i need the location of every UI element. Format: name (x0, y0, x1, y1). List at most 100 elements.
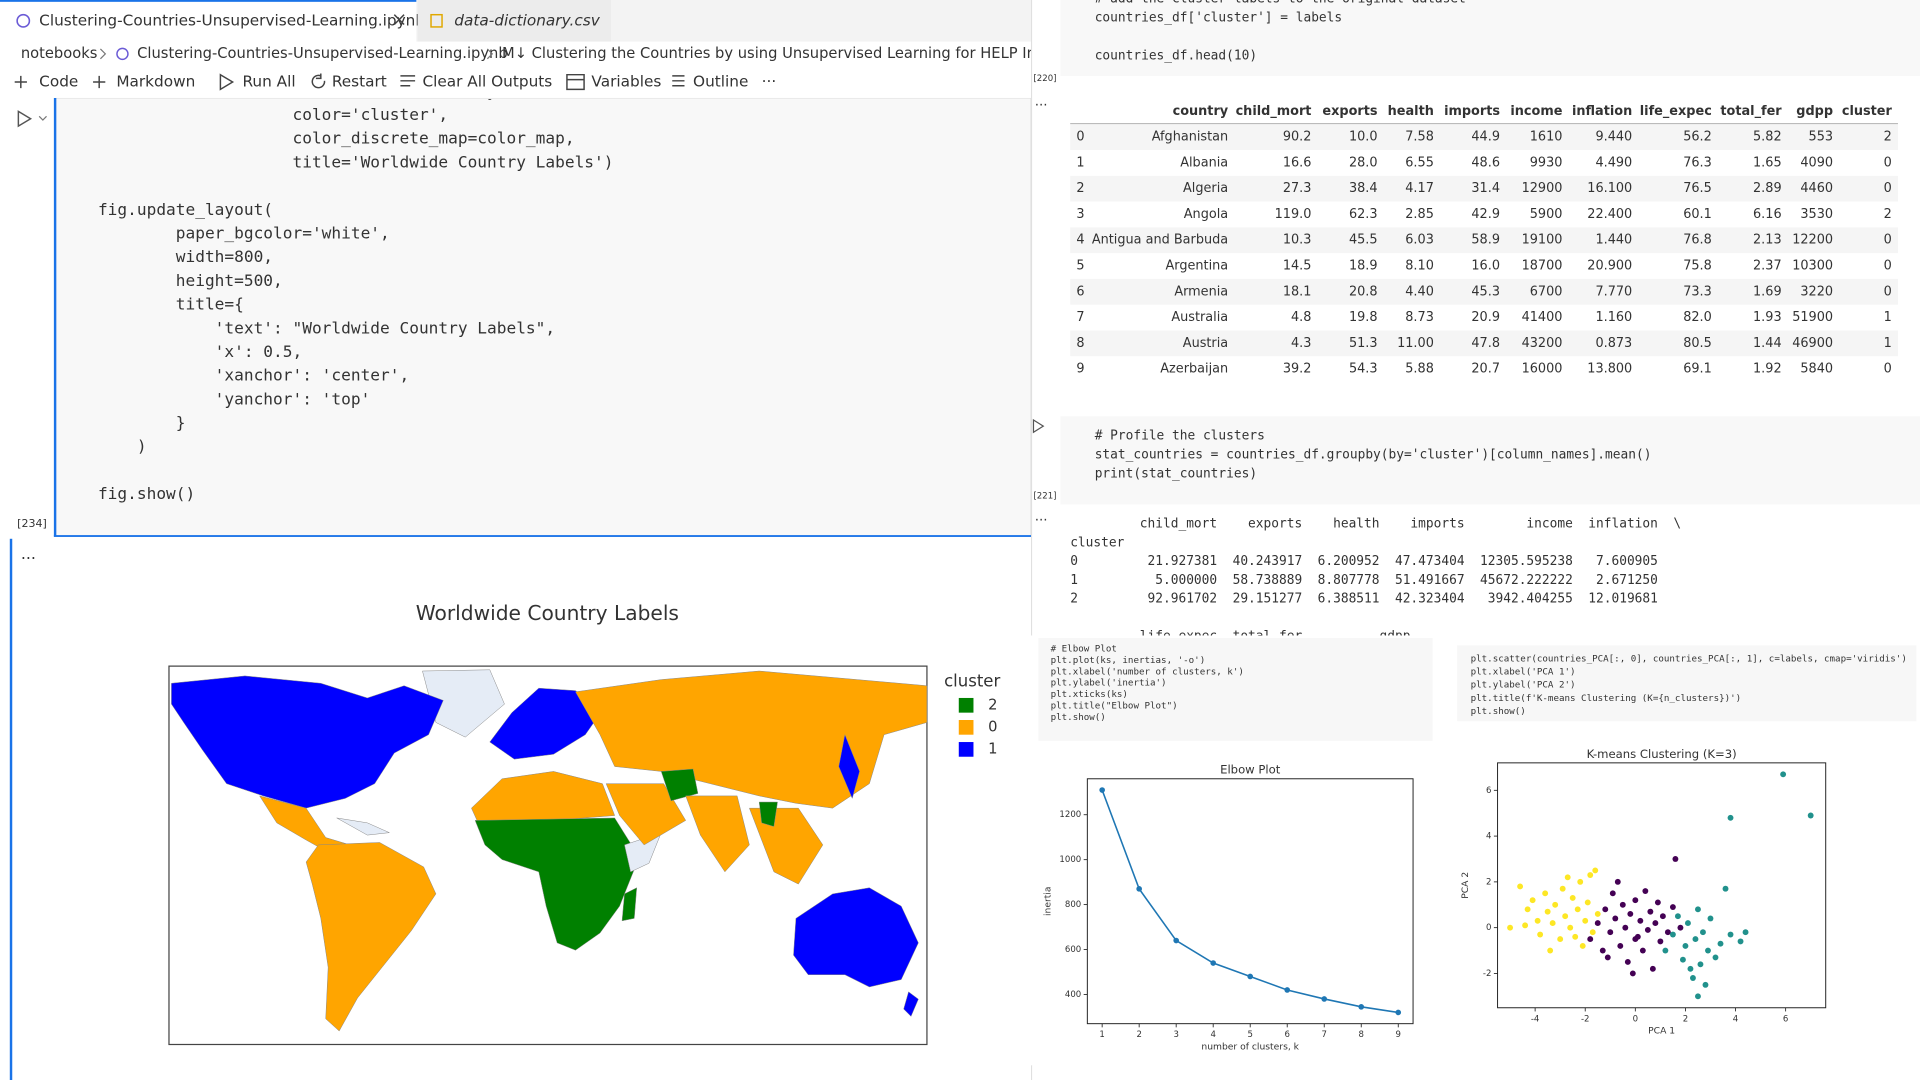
toolbar (0, 68, 1032, 98)
scatter-point (1559, 885, 1566, 892)
code-line: countries_df['cluster'] = labels (1095, 10, 1342, 25)
code-line: paper_bgcolor='white', (98, 224, 390, 243)
row-index: 9 (1076, 362, 1084, 377)
column-header: country (1173, 104, 1229, 119)
scatter-point (1674, 913, 1681, 920)
table-cell: 553 (1809, 130, 1834, 145)
scatter-point (1717, 940, 1724, 947)
table-cell: 38.4 (1349, 181, 1378, 196)
scatter-point (1632, 936, 1639, 943)
scatter-point (1682, 943, 1689, 949)
y-tick-label: 1200 (1059, 810, 1081, 820)
table-cell: 7.58 (1405, 130, 1434, 145)
output-bar (9, 538, 13, 1080)
breadcrumb-item[interactable]: notebooks (21, 45, 98, 62)
run-cell-button[interactable] (17, 110, 33, 128)
scatter-point (1617, 943, 1624, 949)
x-tick-label: 2 (1683, 1014, 1688, 1024)
toolbar-button[interactable]: Code (39, 73, 78, 91)
table-cell: 20.900 (1587, 259, 1632, 274)
code-line: plt.show() (1051, 712, 1106, 723)
table-cell: 2.37 (1753, 259, 1782, 274)
table-cell: 51900 (1792, 310, 1833, 325)
chart-title: Elbow Plot (1220, 763, 1281, 777)
scatter-point (1507, 924, 1514, 931)
toolbar-button[interactable]: Outline (693, 73, 748, 91)
table-cell: Azerbaijan (1160, 362, 1228, 377)
cell-bottom-border (53, 535, 1032, 537)
y-tick-label: 800 (1065, 900, 1081, 910)
row-index: 4 (1076, 233, 1084, 248)
scatter-point (1644, 926, 1651, 933)
tab[interactable] (417, 0, 612, 42)
toolbar-button[interactable]: Run All (242, 73, 295, 91)
table-cell: 0 (1884, 233, 1892, 248)
scatter-point (1727, 814, 1734, 821)
table-cell: 27.3 (1283, 181, 1312, 196)
table-cell: 12200 (1792, 233, 1833, 248)
y-tick-label: 6 (1486, 786, 1491, 796)
y-tick-label: 600 (1065, 945, 1081, 955)
scatter-point (1607, 929, 1614, 936)
y-tick-label: 0 (1486, 923, 1491, 933)
table-row-stripe (1070, 227, 1898, 254)
breadcrumb-item[interactable]: Clustering-Countries-Unsupervised-Learni… (137, 45, 508, 62)
column-header: child_mort (1236, 104, 1312, 119)
scatter-point (1672, 856, 1679, 862)
row-index: 3 (1076, 207, 1084, 222)
table-cell: 22.400 (1587, 207, 1632, 222)
column-header: gdpp (1796, 104, 1833, 119)
table-cell: 10300 (1792, 259, 1833, 274)
plot-area (1497, 762, 1827, 1009)
table-cell: 18700 (1522, 259, 1563, 274)
table-cell: 2 (1884, 207, 1892, 222)
x-tick-label: 4 (1210, 1030, 1215, 1040)
table-cell: 44.9 (1471, 130, 1500, 145)
toolbar-icon (93, 75, 106, 89)
toolbar-button[interactable]: ··· (762, 73, 777, 91)
tab-title[interactable]: data-dictionary.csv (454, 11, 600, 29)
toolbar-button[interactable]: Variables (591, 73, 661, 91)
scatter-point (1712, 954, 1719, 961)
data-point (1099, 787, 1105, 793)
scatter-point (1572, 933, 1579, 940)
code-line: } (98, 413, 186, 432)
column-header: inflation (1572, 104, 1632, 119)
table-cell: 0 (1884, 181, 1892, 196)
table-cell: 56.2 (1683, 130, 1712, 145)
code-line: plt.xlabel('number of clusters, k') (1051, 666, 1244, 677)
table-cell: 1.65 (1753, 155, 1782, 170)
active-tab[interactable] (0, 0, 417, 42)
scatter-point (1642, 888, 1649, 894)
legend-swatch (958, 697, 974, 713)
table-row-stripe (1070, 278, 1898, 305)
scatter-point (1669, 931, 1676, 938)
tab-close[interactable] (393, 14, 405, 26)
scatter-point (1697, 961, 1704, 968)
table-cell: 2.85 (1405, 207, 1434, 222)
execution-count: [234] (17, 517, 47, 530)
table-cell: 1.93 (1753, 310, 1782, 325)
tab-title[interactable]: Clustering-Countries-Unsupervised-Learni… (39, 11, 425, 29)
table-cell: 45.3 (1471, 284, 1500, 299)
table-cell: 60.1 (1683, 207, 1712, 222)
code-line: countries_df.head(10) (1095, 49, 1257, 64)
data-point (1136, 886, 1142, 892)
scatter-point (1692, 936, 1699, 943)
toolbar-button[interactable]: Clear All Outputs (422, 73, 552, 91)
table-cell: 8.73 (1405, 310, 1434, 325)
toolbar-button[interactable]: Restart (332, 73, 387, 91)
code-line: # Elbow Plot (1051, 643, 1117, 654)
scatter-point (1579, 943, 1586, 949)
breadcrumb-item[interactable]: M↓ Clustering the Countries by using Uns… (502, 45, 1116, 62)
x-axis-label: PCA 1 (1648, 1026, 1675, 1037)
execution-count: [220] (1033, 74, 1056, 84)
table-cell: 5840 (1800, 362, 1833, 377)
toolbar-button[interactable]: Markdown (116, 73, 195, 91)
scatter-point (1627, 910, 1634, 917)
table-cell: 4090 (1800, 155, 1833, 170)
run-cell-button[interactable] (1032, 418, 1045, 434)
scatter-point (1557, 936, 1564, 943)
y-tick-label: -2 (1483, 969, 1492, 979)
toolbar-icon (400, 75, 416, 87)
